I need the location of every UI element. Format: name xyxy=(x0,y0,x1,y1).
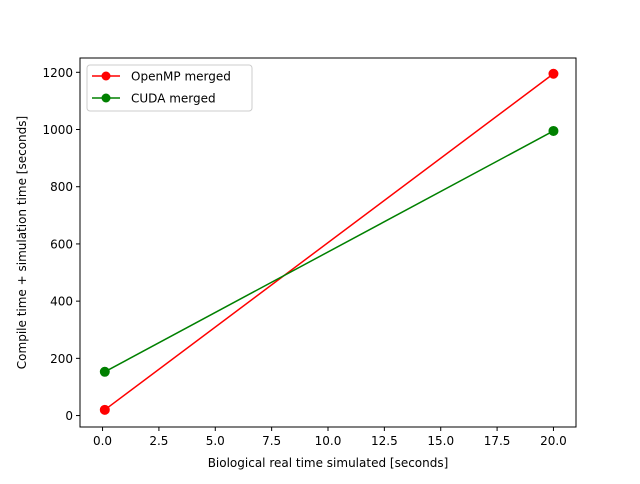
y-axis-label: Compile time + simulation time [seconds] xyxy=(15,116,29,369)
legend-label-openmp-merged: OpenMP merged xyxy=(131,70,231,84)
plot-area xyxy=(99,68,559,415)
y-tick-label: 800 xyxy=(50,180,73,194)
data-point-openmp-merged xyxy=(548,68,559,79)
x-tick-label: 10.0 xyxy=(315,434,342,448)
x-tick-label: 7.5 xyxy=(262,434,281,448)
series-line-openmp-merged xyxy=(104,73,554,411)
data-point-cuda-merged xyxy=(99,366,110,377)
series-line-cuda-merged xyxy=(104,130,554,373)
legend-marker-cuda-merged xyxy=(101,93,111,103)
x-tick-label: 17.5 xyxy=(484,434,511,448)
x-tick-label: 12.5 xyxy=(371,434,398,448)
y-tick-label: 200 xyxy=(50,352,73,366)
legend: OpenMP merged CUDA merged xyxy=(86,64,253,112)
y-tick-label: 1200 xyxy=(42,66,73,80)
legend-box xyxy=(86,64,253,112)
x-axis-label: Biological real time simulated [seconds] xyxy=(208,456,449,470)
data-point-openmp-merged xyxy=(99,404,110,415)
x-tick-label: 15.0 xyxy=(427,434,454,448)
data-point-cuda-merged xyxy=(548,125,559,136)
y-tick-label: 1000 xyxy=(42,123,73,137)
x-tick-label: 0.0 xyxy=(93,434,112,448)
x-tick-label: 20.0 xyxy=(540,434,567,448)
y-tick-label: 0 xyxy=(65,409,73,423)
y-tick-label: 600 xyxy=(50,237,73,251)
y-axis: 0 200 400 600 800 1000 1200 xyxy=(42,66,80,423)
x-axis: 0.0 2.5 5.0 7.5 10.0 12.5 15.0 17.5 20.0 xyxy=(93,427,567,448)
x-tick-label: 5.0 xyxy=(206,434,225,448)
y-tick-label: 400 xyxy=(50,295,73,309)
x-tick-label: 2.5 xyxy=(149,434,168,448)
legend-marker-openmp-merged xyxy=(101,71,111,81)
legend-label-cuda-merged: CUDA merged xyxy=(131,92,216,106)
